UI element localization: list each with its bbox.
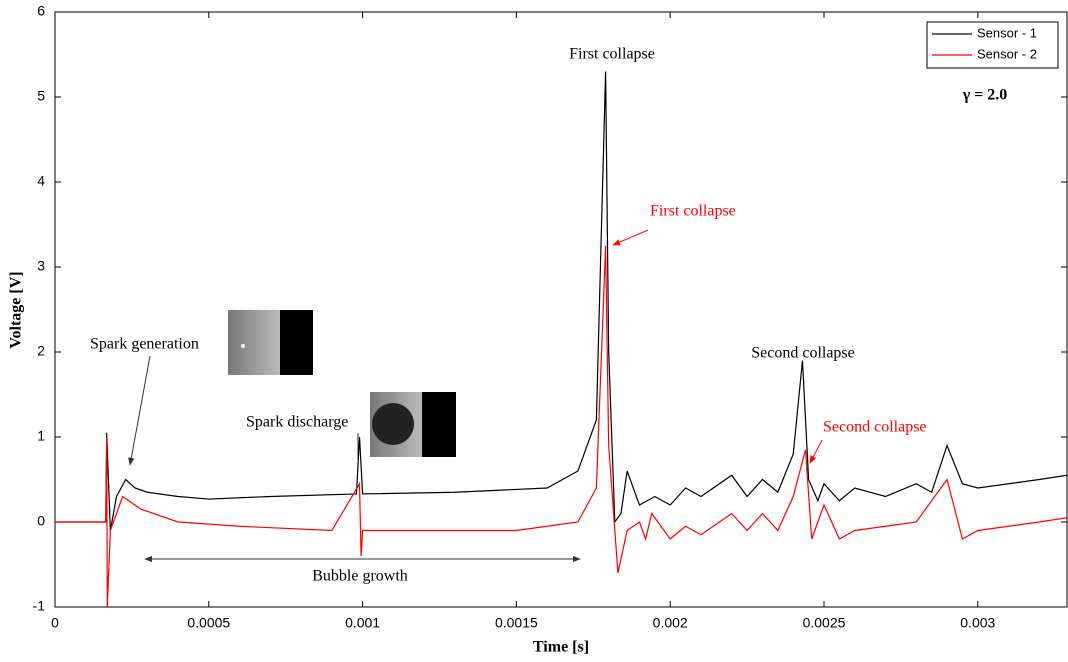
annotation: Bubble growth xyxy=(312,568,408,585)
annotation: First collapse xyxy=(650,203,736,220)
y-tick-label: 0 xyxy=(37,513,45,529)
x-tick-label: 0.002 xyxy=(653,615,688,631)
annotation: γ = 2.0 xyxy=(962,87,1008,104)
x-tick-label: 0.0015 xyxy=(495,615,538,631)
y-tick-label: 2 xyxy=(37,343,45,359)
y-tick-label: 3 xyxy=(37,258,45,274)
y-tick-label: 6 xyxy=(37,3,45,19)
legend-box xyxy=(926,21,1059,69)
x-tick-label: 0.001 xyxy=(345,615,380,631)
annotation: Second collapse xyxy=(751,345,855,362)
annotation: Spark discharge xyxy=(246,414,348,431)
x-tick-label: 0.0025 xyxy=(803,615,846,631)
plot-frame xyxy=(54,11,1068,608)
inset-image xyxy=(228,310,313,375)
annotation-arrow xyxy=(612,229,649,246)
annotation-arrow xyxy=(809,439,823,464)
y-tick-label: -1 xyxy=(33,598,46,614)
data-line xyxy=(55,245,1068,608)
y-tick-label: 1 xyxy=(37,428,45,444)
x-tick-label: 0 xyxy=(51,615,59,631)
legend-label: Sensor - 2 xyxy=(977,46,1037,61)
annotation: First collapse xyxy=(569,46,655,63)
x-axis-label: Time [s] xyxy=(533,639,589,656)
x-tick-label: 0.003 xyxy=(960,615,995,631)
x-tick-label: 0.0005 xyxy=(187,615,230,631)
data-line xyxy=(55,71,1068,531)
annotation: Second collapse xyxy=(823,419,927,436)
legend: Sensor - 1 Sensor - 2 xyxy=(926,21,1059,69)
legend-label: Sensor - 1 xyxy=(977,25,1037,40)
annotation-arrow xyxy=(128,355,151,466)
annotation: Spark generation xyxy=(90,336,199,353)
y-tick-label: 5 xyxy=(37,88,45,104)
inset-image xyxy=(370,392,456,457)
y-axis-label: Voltage [V] xyxy=(8,271,25,348)
y-tick-label: 4 xyxy=(37,173,45,189)
